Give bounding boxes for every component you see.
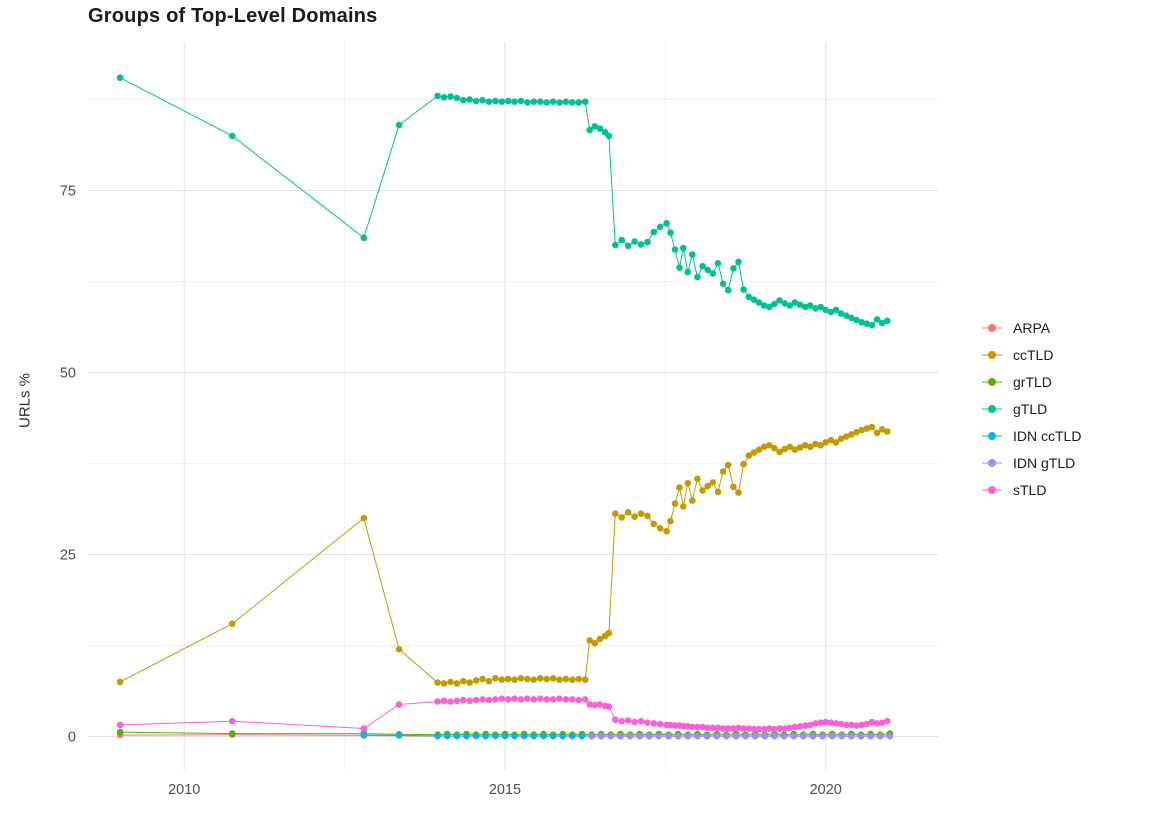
legend-item-idn-cctld: IDN ccTLD bbox=[980, 428, 1081, 444]
x-tick-label: 2020 bbox=[810, 782, 842, 798]
legend: ARPA ccTLD grTLD gTLD IDN ccTLD IDN gTLD sTLD bbox=[980, 320, 1081, 498]
series-cctld bbox=[116, 423, 891, 687]
legend-key-idn-gtld-icon bbox=[982, 459, 1002, 467]
y-tick-label: 50 bbox=[60, 366, 76, 382]
legend-item-stld: sTLD bbox=[980, 482, 1081, 498]
grid-minor bbox=[88, 42, 938, 770]
legend-key-cctld-icon bbox=[982, 351, 1002, 359]
y-tick-label: 25 bbox=[60, 548, 76, 564]
legend-item-grtld: grTLD bbox=[980, 374, 1081, 390]
legend-label: IDN gTLD bbox=[1013, 455, 1076, 471]
x-tick-label: 2015 bbox=[489, 782, 521, 798]
legend-item-arpa: ARPA bbox=[980, 320, 1081, 336]
legend-label: gTLD bbox=[1013, 401, 1048, 417]
legend-label: sTLD bbox=[1013, 482, 1047, 498]
x-tick-label: 2010 bbox=[168, 782, 200, 798]
series-idn-gtld bbox=[588, 732, 894, 740]
y-tick-label: 0 bbox=[68, 730, 76, 746]
grid-major bbox=[88, 42, 938, 770]
legend-label: ARPA bbox=[1013, 320, 1051, 336]
legend-key-grtld-icon bbox=[982, 378, 1002, 386]
y-tick-label: 75 bbox=[60, 184, 76, 200]
legend-key-gtld-icon bbox=[982, 405, 1002, 413]
legend-key-arpa-icon bbox=[982, 324, 1002, 332]
legend-item-cctld: ccTLD bbox=[980, 347, 1081, 363]
series-gtld bbox=[116, 74, 891, 329]
legend-label: IDN ccTLD bbox=[1013, 428, 1082, 444]
legend-item-idn-gtld: IDN gTLD bbox=[980, 455, 1081, 471]
legend-label: grTLD bbox=[1013, 374, 1052, 390]
legend-key-idn-cctld-icon bbox=[982, 432, 1002, 440]
legend-item-gtld: gTLD bbox=[980, 401, 1081, 417]
legend-label: ccTLD bbox=[1013, 347, 1054, 363]
chart-title: Groups of Top-Level Domains bbox=[88, 5, 378, 27]
series-stld bbox=[116, 695, 891, 733]
legend-key-stld-icon bbox=[982, 486, 1002, 494]
